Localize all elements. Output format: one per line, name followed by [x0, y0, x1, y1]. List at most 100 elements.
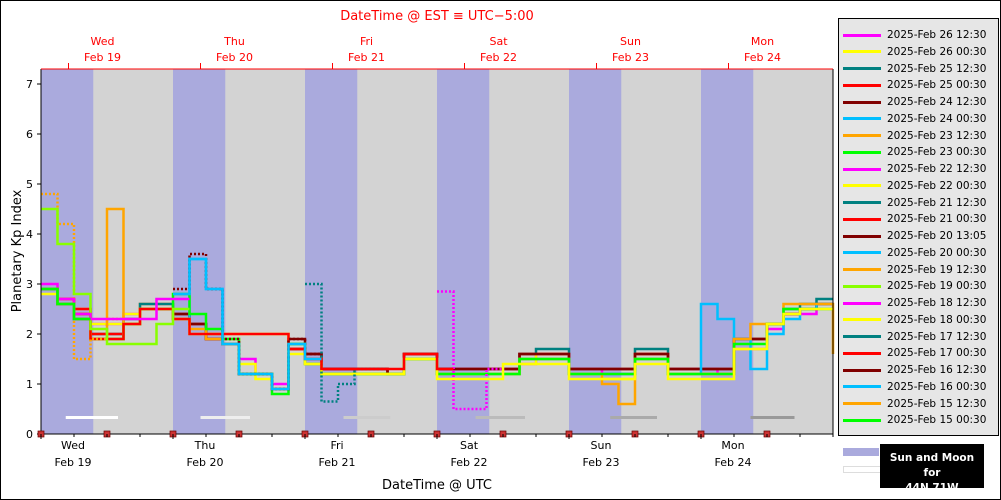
- legend-item: 2025-Feb 16 12:30: [843, 362, 986, 378]
- y-tick-label: 4: [26, 228, 33, 241]
- top-tick-date: Feb 21: [348, 51, 385, 64]
- legend: 2025-Feb 26 12:30 2025-Feb 26 00:30 2025-F…: [838, 18, 999, 436]
- legend-item: 2025-Feb 22 00:30: [843, 178, 986, 194]
- moon-bar: [750, 416, 795, 419]
- legend-swatch: [843, 351, 881, 355]
- series-line: [41, 287, 91, 321]
- legend-item: 2025-Feb 18 12:30: [843, 295, 986, 311]
- legend-label: 2025-Feb 22 00:30: [887, 179, 987, 192]
- badge-line2: 44N 71W: [905, 482, 959, 494]
- legend-swatch: [843, 201, 881, 204]
- moon-bar: [610, 416, 657, 419]
- night-band: [41, 69, 94, 434]
- moon-bar-swatch: [843, 466, 881, 473]
- legend-swatch: [843, 134, 881, 137]
- legend-swatch: [843, 368, 881, 372]
- chart-title: DateTime @ EST ≡ UTC−5:00: [340, 9, 534, 24]
- legend-label: 2025-Feb 15 00:30: [887, 414, 987, 427]
- legend-item: 2025-Feb 26 12:30: [843, 27, 986, 43]
- legend-swatch: [843, 167, 881, 171]
- legend-item: 2025-Feb 17 00:30: [843, 345, 986, 361]
- top-tick-date: Feb 20: [216, 51, 253, 64]
- series-line: [173, 257, 322, 391]
- legend-label: 2025-Feb 24 12:30: [887, 96, 987, 108]
- legend-label: 2025-Feb 20 00:30: [887, 246, 987, 259]
- legend-swatch: [843, 100, 881, 104]
- bottom-tick-day: Thu: [194, 439, 216, 452]
- legend-label: 2025-Feb 19 00:30: [887, 280, 987, 293]
- legend-swatch: [843, 268, 881, 271]
- legend-item: 2025-Feb 18 00:30: [843, 312, 986, 328]
- legend-item: 2025-Feb 23 12:30: [843, 128, 986, 144]
- top-tick-date: Feb 22: [480, 51, 517, 64]
- top-tick-date: Feb 24: [744, 51, 781, 64]
- legend-swatch: [843, 50, 881, 54]
- y-tick-label: 3: [26, 278, 33, 291]
- y-tick-label: 5: [26, 178, 33, 191]
- sun-moon-badge: Sun and Moon for 44N 71W: [880, 444, 984, 494]
- y-tick-label: 7: [26, 78, 33, 91]
- legend-item: 2025-Feb 19 12:30: [843, 262, 986, 278]
- bottom-tick-day: Fri: [330, 439, 343, 452]
- series-line: [305, 282, 388, 403]
- legend-item: 2025-Feb 21 12:30: [843, 195, 986, 211]
- y-axis-label: Planetary Kp Index: [10, 189, 25, 312]
- night-band: [173, 69, 226, 434]
- bottom-tick-day: Sat: [460, 439, 479, 452]
- legend-swatch: [843, 335, 881, 338]
- legend-item: 2025-Feb 25 00:30: [843, 77, 986, 93]
- legend-swatch: [843, 402, 881, 405]
- bottom-tick-date: Feb 20: [187, 456, 224, 469]
- legend-item: 2025-Feb 20 13:05: [843, 228, 986, 244]
- bottom-tick-date: Feb 22: [451, 456, 488, 469]
- legend-swatch: [843, 83, 881, 87]
- legend-item: 2025-Feb 17 12:30: [843, 329, 986, 345]
- series-line: [41, 207, 190, 346]
- legend-item: 2025-Feb 26 00:30: [843, 44, 986, 60]
- legend-item: 2025-Feb 24 12:30: [843, 94, 986, 110]
- night-band-swatch: [843, 448, 879, 456]
- legend-label: 2025-Feb 20 13:05: [887, 230, 987, 242]
- legend-swatch: [843, 385, 881, 389]
- x-axis-label: DateTime @ UTC: [382, 478, 492, 493]
- legend-item: 2025-Feb 23 00:30: [843, 144, 986, 160]
- legend-label: 2025-Feb 26 12:30: [887, 29, 987, 41]
- legend-item: 2025-Feb 20 00:30: [843, 245, 986, 261]
- legend-label: 2025-Feb 15 12:30: [887, 397, 987, 410]
- legend-label: 2025-Feb 26 00:30: [887, 45, 987, 58]
- legend-swatch: [843, 418, 881, 422]
- legend-item: 2025-Feb 22 12:30: [843, 161, 986, 177]
- moon-bar: [475, 416, 525, 419]
- legend-label: 2025-Feb 21 12:30: [887, 196, 987, 209]
- moon-bar: [343, 416, 391, 419]
- top-tick-day: Mon: [751, 35, 774, 48]
- legend-label: 2025-Feb 17 12:30: [887, 330, 987, 343]
- legend-swatch: [843, 217, 881, 221]
- y-tick-label: 6: [26, 128, 33, 141]
- legend-label: 2025-Feb 21 00:30: [887, 213, 987, 226]
- top-tick-day: Sat: [489, 35, 508, 48]
- legend-label: 2025-Feb 22 12:30: [887, 163, 987, 175]
- legend-label: 2025-Feb 16 00:30: [887, 380, 987, 393]
- legend-item: 2025-Feb 25 12:30: [843, 61, 986, 77]
- bottom-tick-day: Sun: [591, 439, 612, 452]
- legend-swatch: [843, 234, 881, 238]
- top-tick-date: Feb 23: [612, 51, 649, 64]
- series-line: [437, 290, 503, 411]
- legend-swatch: [843, 67, 881, 70]
- y-tick-label: 1: [26, 378, 33, 391]
- legend-label: 2025-Feb 25 12:30: [887, 62, 987, 75]
- legend-label: 2025-Feb 24 00:30: [887, 112, 987, 125]
- bottom-tick-date: Feb 21: [319, 456, 356, 469]
- legend-swatch: [843, 33, 881, 37]
- top-tick-day: Wed: [91, 35, 115, 48]
- bottom-tick-day: Wed: [61, 439, 85, 452]
- y-tick-label: 0: [26, 428, 33, 441]
- legend-item: 2025-Feb 15 12:30: [843, 396, 986, 412]
- legend-label: 2025-Feb 16 12:30: [887, 364, 987, 376]
- legend-label: 2025-Feb 17 00:30: [887, 347, 987, 360]
- legend-label: 2025-Feb 23 00:30: [887, 146, 987, 159]
- legend-swatch: [843, 284, 881, 288]
- legend-label: 2025-Feb 18 12:30: [887, 297, 987, 309]
